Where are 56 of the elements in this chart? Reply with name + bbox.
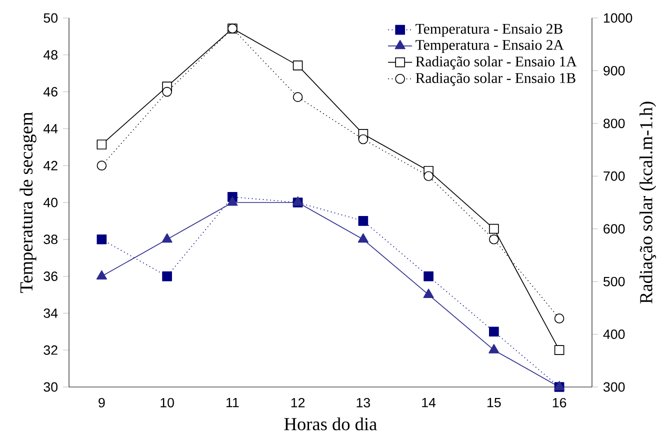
y-tick-label: 40 — [43, 198, 58, 208]
point — [358, 216, 368, 226]
y-tick-label: 44 — [43, 124, 58, 134]
x-tick-label: 10 — [160, 398, 174, 408]
y2-tick-label: 900 — [604, 66, 625, 76]
x-tick-label: 14 — [422, 398, 436, 408]
legend-label: Temperatura - Ensaio 2A — [416, 40, 564, 53]
point — [489, 326, 499, 337]
y2-tick-label: 300 — [603, 382, 625, 392]
point — [96, 140, 107, 150]
y2-tick-label: 400 — [603, 330, 625, 340]
x-axis-title: Horas do dia — [284, 417, 377, 430]
y2-tick-label: 700 — [604, 171, 625, 181]
y2-tick-label: 500 — [603, 276, 625, 286]
legend-label: Radiação solar - Ensaio 1A — [416, 56, 577, 70]
point — [554, 345, 564, 356]
point — [162, 271, 172, 282]
y-axis-title: Temperatura de secagem — [20, 112, 36, 293]
point — [96, 160, 107, 171]
y2-tick-label: 1000 — [604, 13, 632, 23]
y-tick-label: 42 — [43, 160, 58, 170]
point — [358, 134, 368, 144]
point — [554, 314, 564, 324]
point — [423, 288, 434, 298]
y-tick-label: 30 — [44, 382, 58, 392]
point — [96, 270, 107, 280]
y-tick-label: 34 — [44, 308, 58, 318]
y-tick-label: 32 — [44, 345, 58, 355]
point — [292, 92, 303, 102]
point — [424, 171, 434, 182]
point — [424, 271, 434, 282]
point — [489, 234, 499, 244]
legend-label: Radiação solar - Ensaio 1B — [416, 72, 576, 86]
x-tick-label: 9 — [98, 398, 105, 408]
y-tick-label: 38 — [44, 234, 58, 244]
y2-tick-label: 600 — [604, 224, 625, 234]
y-tick-label: 50 — [44, 13, 58, 23]
point — [227, 196, 238, 206]
y2-tick-label: 800 — [604, 118, 625, 128]
x-tick-label: 13 — [356, 398, 370, 408]
y-tick-label: 36 — [44, 272, 58, 282]
x-tick-label: 15 — [488, 398, 501, 408]
legend-label: Temperatura - Ensaio 2B — [416, 24, 562, 37]
x-tick-label: 12 — [291, 398, 305, 408]
y-tick-label: 46 — [43, 87, 58, 97]
y-tick-label: 48 — [43, 50, 58, 60]
point — [162, 233, 172, 243]
point — [488, 344, 500, 354]
point — [162, 86, 172, 97]
point — [489, 224, 499, 234]
point — [292, 60, 303, 70]
y2-axis-title: Radiação solar (kcal.m-1.h) — [640, 102, 656, 304]
point — [96, 234, 107, 244]
x-tick-label: 16 — [552, 398, 566, 408]
x-tick-label: 11 — [226, 398, 239, 408]
point — [358, 233, 368, 243]
